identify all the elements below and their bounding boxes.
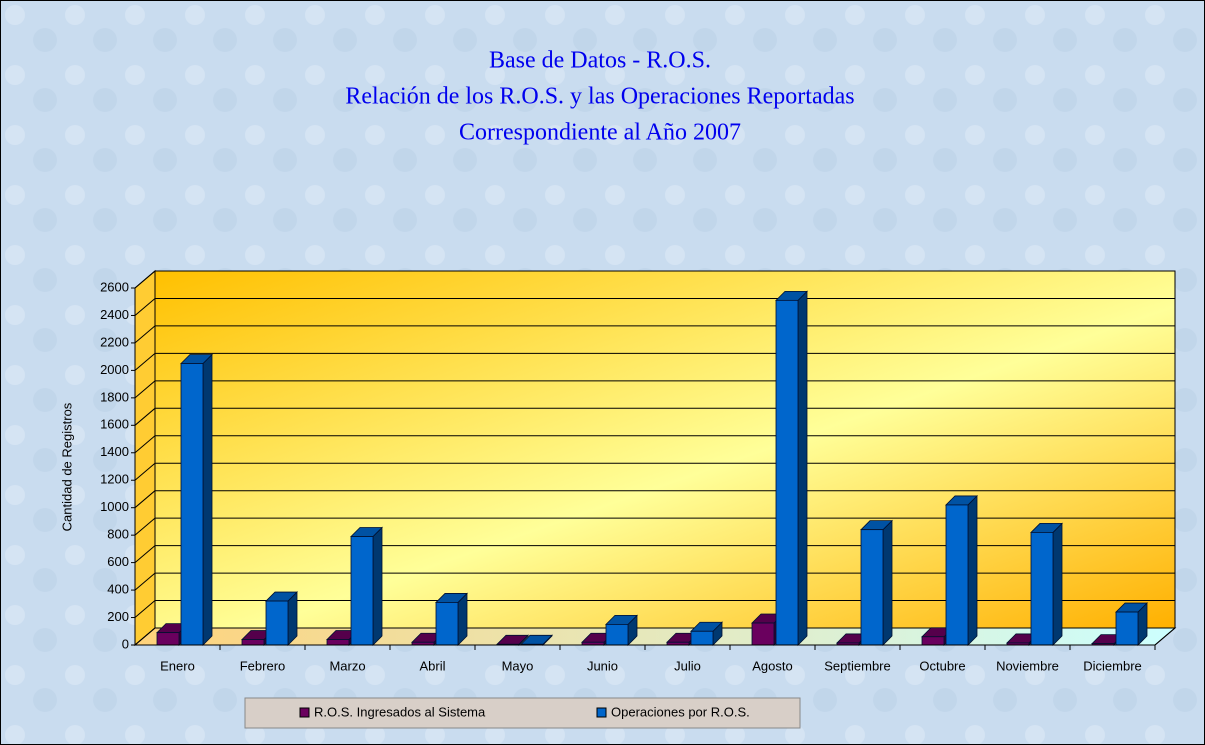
side-wall — [134, 269, 156, 647]
legend-swatch — [596, 707, 607, 718]
grid-line — [134, 600, 156, 618]
bar-side — [797, 290, 808, 646]
legend — [244, 697, 801, 729]
bar — [241, 639, 265, 646]
y-tick-label: 1400 — [100, 444, 129, 459]
x-tick-label: Octubre — [919, 658, 965, 673]
grid-line — [134, 407, 156, 426]
bar — [435, 602, 459, 646]
bar — [605, 624, 629, 646]
y-tick-label: 200 — [107, 609, 129, 624]
x-tick-label: Noviembre — [996, 658, 1059, 673]
legend-label: Operaciones por R.O.S. — [611, 704, 750, 719]
grid-line — [134, 490, 156, 509]
bar — [156, 632, 180, 646]
bar — [180, 363, 204, 646]
grid-line — [134, 353, 156, 371]
y-tick-label: 800 — [107, 527, 129, 542]
x-tick-label: Agosto — [752, 658, 792, 673]
bar — [751, 622, 775, 646]
chart-title: Base de Datos - R.O.S. — [489, 48, 711, 74]
bar — [945, 504, 969, 646]
y-tick-label: 1600 — [100, 417, 129, 432]
grid-line — [134, 572, 156, 591]
bar — [265, 600, 289, 646]
bar — [775, 299, 799, 646]
y-tick-label: 1200 — [100, 472, 129, 487]
grid-line — [134, 325, 156, 344]
y-tick-label: 1000 — [100, 499, 129, 514]
y-tick-label: 1800 — [100, 389, 129, 404]
grid-line — [134, 627, 156, 646]
bar-side — [1052, 522, 1063, 646]
grid-line — [134, 517, 156, 536]
x-tick-label: Abril — [419, 658, 445, 673]
grid-line — [134, 462, 156, 481]
x-axis — [1154, 627, 1176, 646]
x-tick-label: Septiembre — [824, 658, 890, 673]
back-wall — [154, 270, 1176, 629]
bar — [1030, 532, 1054, 646]
grid-line — [134, 545, 156, 563]
bar — [350, 536, 374, 646]
y-axis-label: Cantidad de Registros — [59, 402, 74, 531]
chart-title: Correspondiente al Año 2007 — [459, 120, 741, 146]
x-tick-label: Julio — [674, 658, 701, 673]
x-tick-label: Junio — [587, 658, 618, 673]
grid-line — [134, 435, 156, 454]
x-tick-label: Febrero — [240, 658, 286, 673]
grid-line — [134, 298, 156, 316]
bar — [860, 529, 884, 646]
bar — [690, 630, 714, 646]
legend-swatch — [299, 707, 310, 718]
y-tick-label: 2200 — [100, 334, 129, 349]
x-tick-label: Diciembre — [1083, 658, 1142, 673]
bar-side — [372, 526, 383, 646]
grid-line — [134, 380, 156, 399]
y-tick-label: 2600 — [100, 279, 129, 294]
bar-side — [202, 353, 213, 646]
bar-side — [967, 494, 978, 646]
x-tick-label: Enero — [160, 658, 195, 673]
y-tick-label: 2000 — [100, 362, 129, 377]
y-tick-label: 0 — [122, 636, 129, 651]
x-tick-label: Mayo — [502, 658, 534, 673]
legend-label: R.O.S. Ingresados al Sistema — [314, 704, 486, 719]
y-tick-label: 600 — [107, 554, 129, 569]
grid-line — [134, 270, 156, 289]
bar-side — [882, 519, 893, 646]
bar — [326, 639, 350, 646]
y-tick-label: 2400 — [100, 307, 129, 322]
chart-title: Relación de los R.O.S. y las Operaciones… — [345, 84, 854, 110]
bar — [1115, 611, 1139, 646]
y-tick-label: 400 — [107, 582, 129, 597]
x-tick-label: Marzo — [329, 658, 365, 673]
bar — [921, 636, 945, 646]
